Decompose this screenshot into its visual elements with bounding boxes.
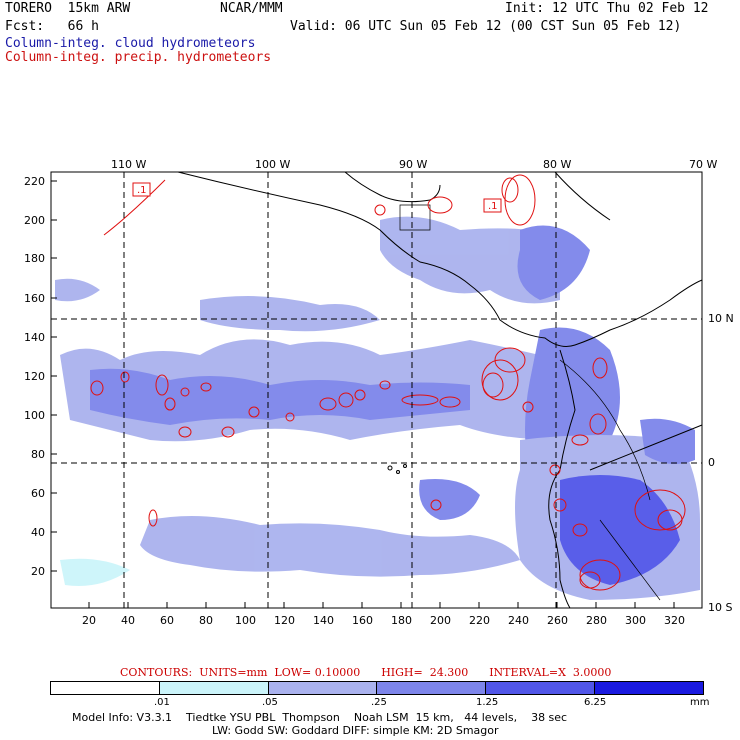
left-axis-label: 20	[31, 565, 45, 578]
bottom-axis-label: 100	[235, 614, 256, 627]
legend-tick: 6.25	[584, 697, 607, 708]
bottom-axis-label: 300	[625, 614, 646, 627]
bottom-axis-label: 220	[469, 614, 490, 627]
left-axis-label: 120	[24, 370, 45, 383]
forecast-hour: Fcst: 66 h	[5, 19, 99, 34]
left-axis-label: 60	[31, 487, 45, 500]
cloud-field-label: Column-integ. cloud hydrometeors	[5, 36, 256, 51]
legend-tick: .01	[154, 697, 170, 708]
legend-tick: .25	[371, 697, 387, 708]
legend-swatch	[377, 682, 487, 694]
bottom-axis-label: 260	[547, 614, 568, 627]
legend-units: mm	[690, 697, 710, 708]
top-axis-label: 70 W	[689, 158, 718, 171]
color-legend	[50, 681, 704, 695]
legend-tick: .05	[262, 697, 278, 708]
country-borders	[399, 204, 661, 601]
legend-swatch	[268, 682, 378, 694]
left-axis-label: 180	[24, 252, 45, 265]
legend-swatch	[595, 682, 703, 694]
legend-swatch	[486, 682, 596, 694]
coastlines	[177, 171, 703, 609]
contour-tags: .1 .1	[132, 182, 502, 213]
init-time: Init: 12 UTC Thu 02 Feb 12	[505, 1, 709, 16]
legend-swatch	[159, 682, 269, 694]
valid-time: Valid: 06 UTC Sun 05 Feb 12 (00 CST Sun …	[290, 19, 682, 34]
model-info: Model Info: V3.3.1 Tiedtke YSU PBL Thomp…	[72, 711, 568, 724]
precip-contours	[90, 174, 686, 591]
right-axis-label: 10 N	[708, 312, 734, 325]
model-info-physics: LW: Godd SW: Goddard DIFF: simple KM: 2D…	[212, 724, 499, 737]
left-axis-label: 160	[24, 292, 45, 305]
cloud-hydrometeor-field	[55, 216, 700, 600]
bottom-axis-label: 320	[664, 614, 685, 627]
bottom-axis-label: 200	[430, 614, 451, 627]
bottom-axis-label: 280	[586, 614, 607, 627]
contour-info: CONTOURS: UNITS=mm LOW= 0.10000 HIGH= 24…	[120, 666, 612, 679]
top-axis-label: 80 W	[543, 158, 572, 171]
left-axis-label: 40	[31, 526, 45, 539]
center-label: NCAR/MMM	[220, 1, 283, 16]
legend-tick: 1.25	[476, 697, 499, 708]
contour-tag: .1	[137, 185, 147, 196]
latlon-grid	[51, 172, 702, 608]
contour-tag: .1	[488, 201, 498, 212]
precip-field-label: Column-integ. precip. hydrometeors	[5, 50, 272, 65]
bottom-axis-label: 240	[508, 614, 529, 627]
legend-swatch	[51, 682, 160, 694]
left-axis-label: 100	[24, 409, 45, 422]
axis-ticks	[51, 180, 675, 608]
bottom-axis-label: 20	[82, 614, 96, 627]
top-axis-label: 100 W	[255, 158, 291, 171]
bottom-axis-label: 160	[352, 614, 373, 627]
bottom-axis-label: 120	[274, 614, 295, 627]
model-title: TORERO 15km ARW	[5, 1, 131, 16]
bottom-axis-label: 140	[313, 614, 334, 627]
right-axis-label: 0	[708, 456, 715, 469]
bottom-axis-label: 60	[160, 614, 174, 627]
left-axis-label: 220	[24, 175, 45, 188]
left-axis-label: 200	[24, 214, 45, 227]
right-axis-label: 10 S	[708, 601, 733, 614]
left-axis-label: 80	[31, 448, 45, 461]
bottom-axis-label: 80	[199, 614, 213, 627]
top-axis-label: 90 W	[399, 158, 428, 171]
left-axis-label: 140	[24, 331, 45, 344]
bottom-axis-label: 180	[391, 614, 412, 627]
top-axis-label: 110 W	[111, 158, 147, 171]
bottom-axis-label: 40	[121, 614, 135, 627]
